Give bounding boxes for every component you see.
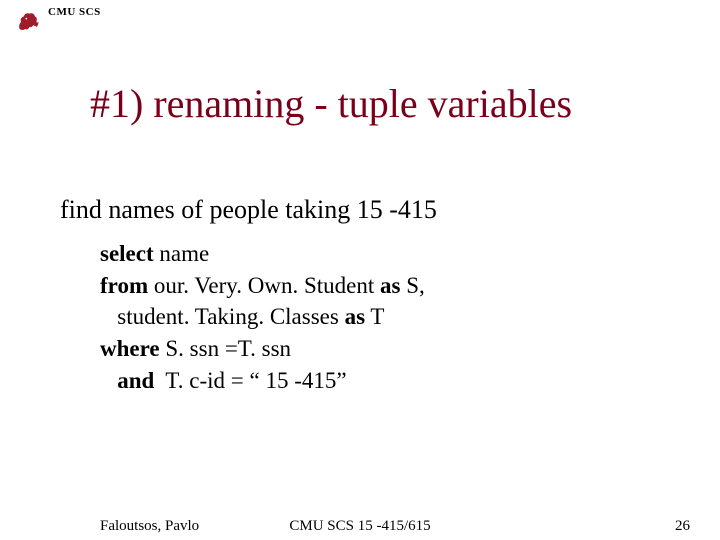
slide-title: #1) renaming - tuple variables bbox=[90, 80, 572, 127]
kw-and: and bbox=[117, 368, 154, 393]
sql-line-where: where S. ssn =T. ssn bbox=[100, 333, 425, 365]
kw-select: select bbox=[100, 241, 154, 266]
kw-as-1: as bbox=[380, 273, 400, 298]
sql-line-and: and T. c-id = “ 15 -415” bbox=[100, 365, 425, 397]
header-org-text: CMU SCS bbox=[48, 6, 101, 18]
from-table-1: our. Very. Own. Student bbox=[148, 273, 380, 298]
slide-prompt: find names of people taking 15 -415 bbox=[60, 195, 437, 225]
from-alias-2: T bbox=[365, 304, 384, 329]
slide-header: CMU SCS bbox=[14, 8, 101, 36]
from-table-2: student. Taking. Classes bbox=[100, 304, 345, 329]
kw-as-2: as bbox=[345, 304, 365, 329]
where-condition: S. ssn =T. ssn bbox=[160, 336, 291, 361]
sql-line-select: select name bbox=[100, 238, 425, 270]
kw-where: where bbox=[100, 336, 160, 361]
scotty-dragon-icon bbox=[14, 8, 42, 36]
kw-from: from bbox=[100, 273, 148, 298]
footer-course: CMU SCS 15 -415/615 bbox=[0, 518, 720, 535]
and-condition: T. c-id = “ 15 -415” bbox=[154, 368, 346, 393]
sql-line-from-1: from our. Very. Own. Student as S, bbox=[100, 270, 425, 302]
and-indent bbox=[100, 368, 117, 393]
from-alias-1: S, bbox=[401, 273, 425, 298]
slide: CMU SCS #1) renaming - tuple variables f… bbox=[0, 0, 720, 540]
sql-line-from-2: student. Taking. Classes as T bbox=[100, 301, 425, 333]
select-columns: name bbox=[154, 241, 210, 266]
footer-page-number: 26 bbox=[675, 518, 690, 535]
sql-block: select name from our. Very. Own. Student… bbox=[100, 238, 425, 397]
